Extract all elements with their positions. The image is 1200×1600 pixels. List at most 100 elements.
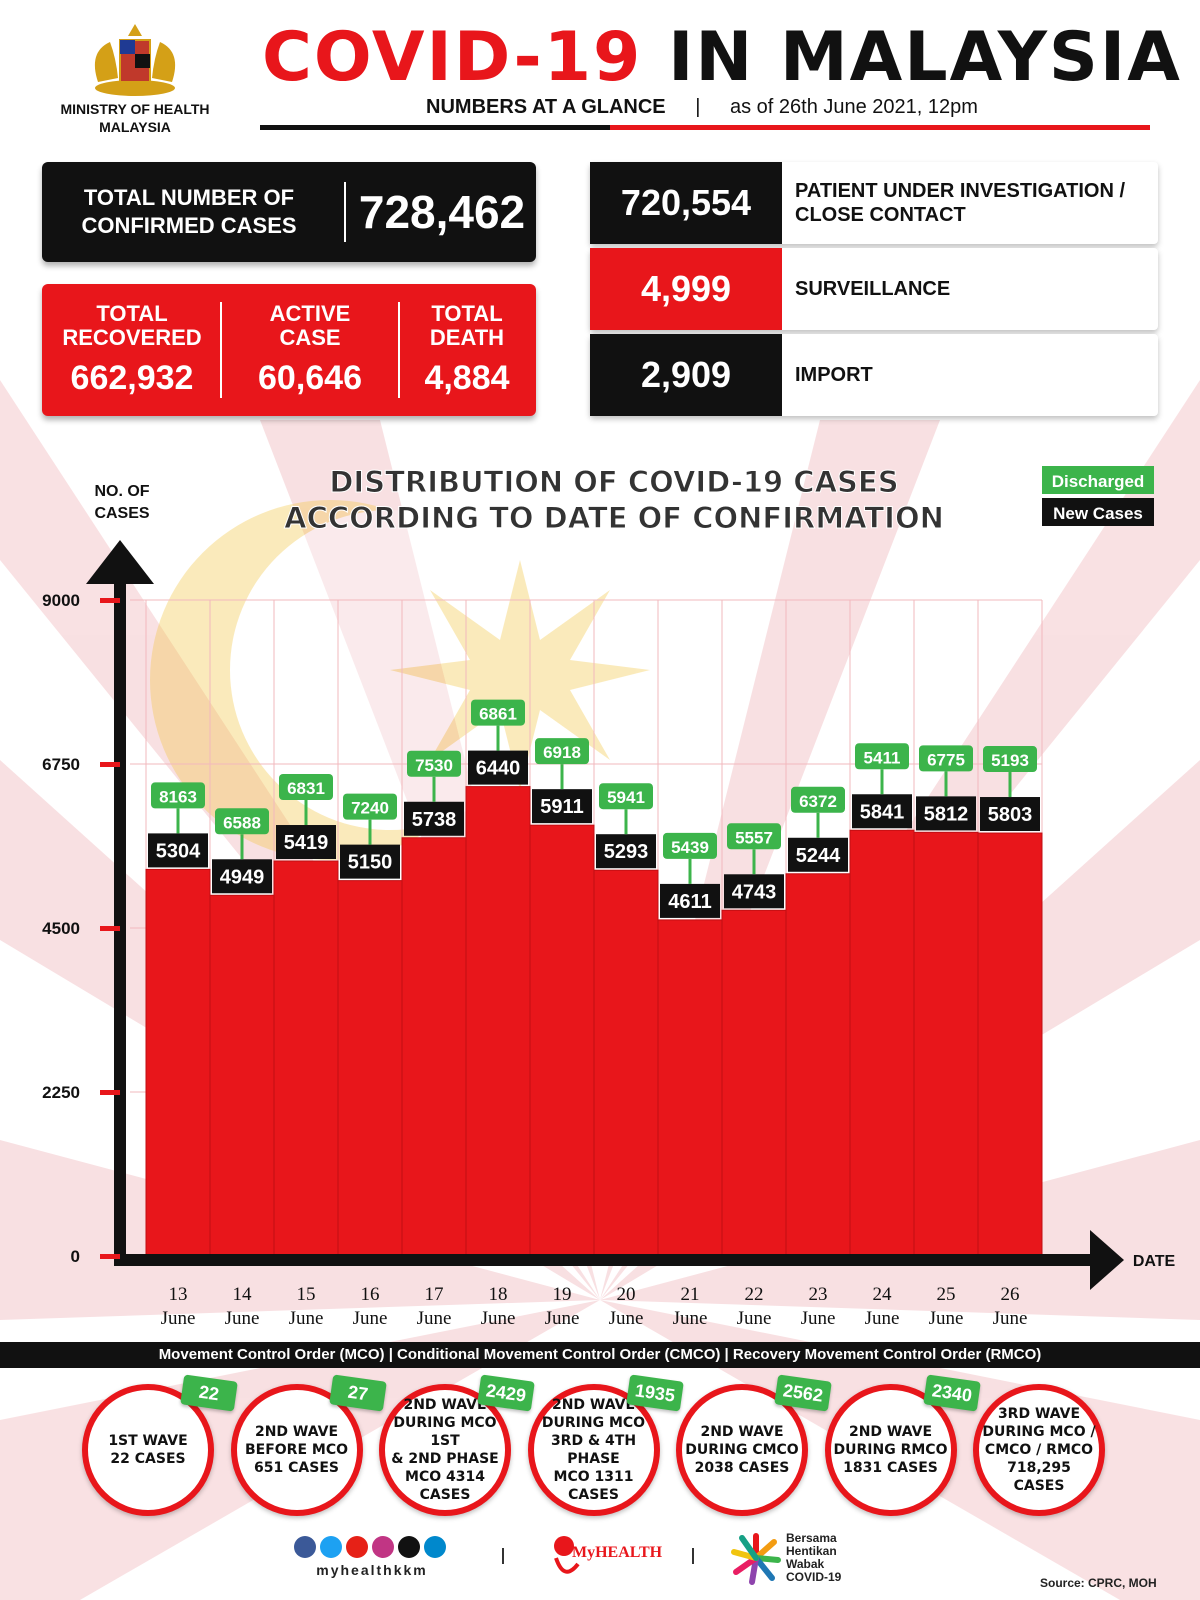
confirmed-cases-box: TOTAL NUMBER OF CONFIRMED CASES 728,462 [42,162,536,262]
wave-text: 3RD WAVE DURING MCO / CMCO / RMCO 718,29… [982,1406,1096,1494]
facebook-icon[interactable] [294,1536,316,1558]
header-rule-red [610,125,1150,130]
death-stat: TOTAL DEATH 4,884 [402,302,532,398]
bar-value-box [596,834,656,869]
page-title: COVID-19 IN MALAYSIA [262,18,1180,98]
active-value: 60,646 [258,359,362,397]
discharged-tag [215,808,269,835]
social-handle[interactable]: myhealthkkm [316,1562,428,1578]
category-label: IMPORT [795,364,873,386]
x-tick-label: 14 [233,1284,253,1305]
bar-value-box [724,874,784,909]
wave-circle: 2ND WAVE DURING CMCO 2038 CASES [676,1384,808,1516]
y-axis-line [114,580,126,1266]
bar [209,894,275,1257]
discharged-tag [151,782,205,809]
discharged-tag [663,832,717,859]
subtitle-label: NUMBERS AT A GLANCE [426,96,666,118]
x-tick-label: June [481,1308,516,1329]
subtitle-separator: | [695,96,701,118]
x-tick-label: 22 [745,1284,764,1305]
category-value: 720,554 [590,162,782,244]
legend-label-discharged: Discharged [1052,472,1145,491]
wave-circle: 1ST WAVE 22 CASES [82,1384,214,1516]
discharged-tag [535,738,589,765]
myhealth-text: MyHEALTH [572,1544,663,1561]
x-tick-label: 16 [361,1284,380,1305]
active-stat: ACTIVE CASE 60,646 [226,302,394,398]
x-tick-label: 25 [937,1284,956,1305]
tiktok-icon[interactable] [398,1536,420,1558]
wave-text: 2ND WAVE DURING MCO 3RD & 4TH PHASE MCO … [541,1397,646,1503]
twitter-icon[interactable] [320,1536,342,1558]
discharged-value-label: 5557 [735,828,773,847]
wave-text: 2ND WAVE DURING CMCO 2038 CASES [685,1424,799,1476]
social-icons [294,1536,446,1558]
chart-title-line: DISTRIBUTION OF COVID-19 CASES [329,465,898,499]
x-tick-label: 24 [873,1284,893,1305]
discharged-value-label: 5439 [671,838,709,857]
bar-value-label: 5738 [412,809,457,831]
bar-value-label: 5150 [348,852,393,874]
y-tick-mark [100,762,120,767]
bar-value-box [660,883,720,918]
x-tick-label: June [225,1308,260,1329]
x-tick-label: June [673,1308,708,1329]
title-malaysia: IN MALAYSIA [668,18,1182,97]
bar [593,869,659,1257]
category-label: PATIENT UNDER INVESTIGATION / CLOSE CONT… [795,180,1126,226]
discharged-value-label: 7530 [415,756,453,775]
wave-circle: 3RD WAVE DURING MCO / CMCO / RMCO 718,29… [973,1384,1105,1516]
y-tick-label: 9000 [42,591,80,610]
bar [401,837,467,1257]
chart-title-line: ACCORDING TO DATE OF CONFIRMATION [284,501,944,535]
wave-circle: 2ND WAVE DURING MCO 1ST & 2ND PHASE MCO … [379,1384,511,1516]
ministry-crest-logo [94,24,176,96]
recovered-label: TOTAL RECOVERED [62,301,202,350]
x-axis-line [114,1254,1094,1266]
discharged-value-label: 7240 [351,799,389,818]
category-row-import: 2,909 IMPORT [590,334,1158,416]
bar [849,829,915,1257]
y-tick-mark [100,598,120,603]
footer-separator [692,1548,694,1564]
bersama-logo [731,1533,781,1585]
discharged-value-label: 6775 [927,750,965,769]
bar [785,873,851,1257]
bar [337,880,403,1257]
x-tick-label: 20 [617,1284,636,1305]
y-axis-label: NO. OF [94,483,149,500]
discharged-tag [983,746,1037,773]
bar [529,824,595,1257]
x-tick-label: 23 [809,1284,828,1305]
title-covid: COVID-19 [262,18,643,97]
recovered-stat: TOTAL RECOVERED 662,932 [48,302,216,398]
bar [465,786,531,1257]
x-tick-label: June [609,1308,644,1329]
bar-value-label: 5841 [860,801,905,823]
footer-separator [502,1548,504,1564]
x-tick-label: June [417,1308,452,1329]
discharged-value-label: 6918 [543,743,581,762]
x-tick-label: June [289,1308,324,1329]
control-order-strip: Movement Control Order (MCO) | Condition… [0,1342,1200,1368]
x-tick-label: June [929,1308,964,1329]
header-rule-black [260,125,610,130]
stat-divider [220,302,222,398]
y-tick-mark [100,1090,120,1095]
x-axis-arrowhead [1090,1230,1124,1290]
telegram-icon[interactable] [424,1536,446,1558]
category-value: 4,999 [590,248,782,330]
x-tick-label: 17 [425,1284,444,1305]
bar-value-label: 4949 [220,866,265,888]
x-tick-label: June [545,1308,580,1329]
bar [145,868,211,1257]
instagram-icon[interactable] [372,1536,394,1558]
discharged-tag [471,699,525,726]
youtube-icon[interactable] [346,1536,368,1558]
discharged-tag [279,774,333,801]
ministry-name: MINISTRY OF HEALTH MALAYSIA [60,101,210,135]
bar-value-label: 6440 [476,758,521,780]
category-row-pui: 720,554 PATIENT UNDER INVESTIGATION / CL… [590,162,1158,244]
x-tick-label: 19 [553,1284,572,1305]
